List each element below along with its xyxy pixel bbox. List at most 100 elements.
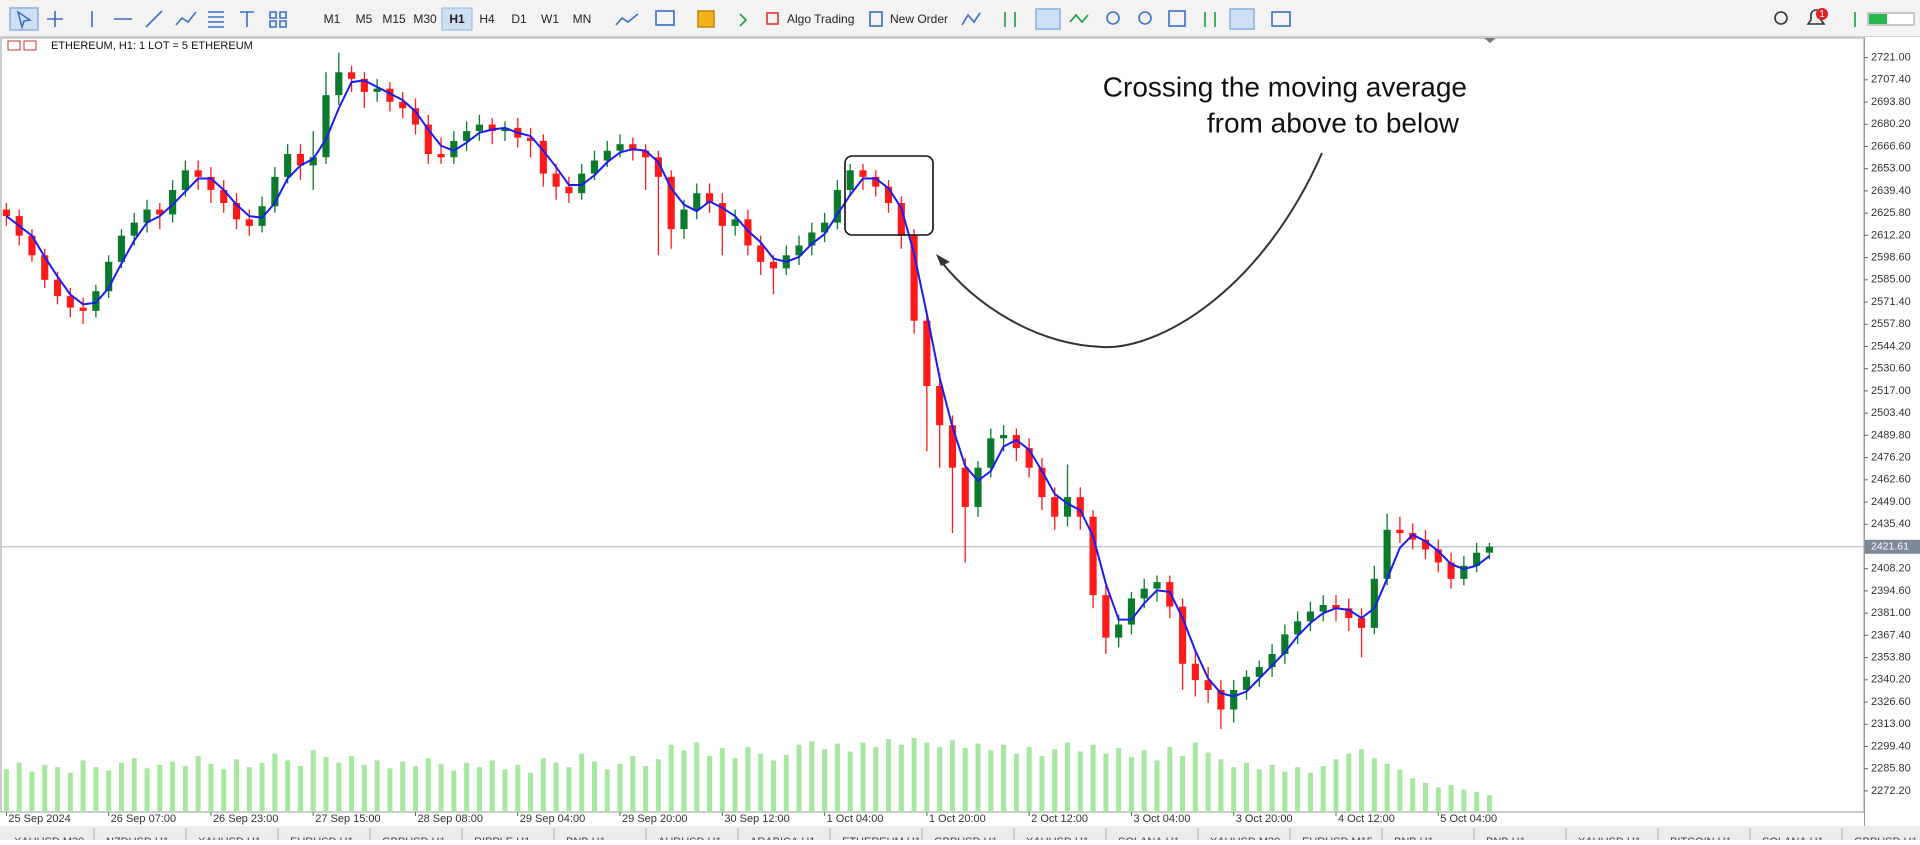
search[interactable] xyxy=(1774,11,1788,25)
template[interactable] xyxy=(655,10,675,26)
volume-bar xyxy=(1384,763,1390,812)
volume-bar xyxy=(962,748,968,812)
timeframe-button[interactable]: M30 xyxy=(413,12,437,26)
candle-body xyxy=(987,438,995,468)
zoom-out[interactable] xyxy=(1138,11,1152,25)
timeframe-button[interactable]: MN xyxy=(573,12,592,26)
y-tick-label: 2707.40 xyxy=(1871,74,1911,86)
signals[interactable] xyxy=(739,13,748,27)
trendline-tool[interactable] xyxy=(145,10,163,28)
shapes-tool[interactable] xyxy=(269,11,287,28)
candle-body xyxy=(539,140,547,174)
tab[interactable]: BITCOIN,H1 xyxy=(1670,836,1732,845)
candle-body xyxy=(309,157,317,166)
zoom-in[interactable] xyxy=(1106,11,1120,25)
candle-body xyxy=(526,137,535,141)
tab[interactable]: SOLANA,H1 xyxy=(1762,836,1824,845)
market[interactable] xyxy=(697,10,715,28)
bar-chart[interactable] xyxy=(1004,12,1016,27)
candle-body xyxy=(1255,667,1263,677)
candle-body xyxy=(910,235,918,321)
tab[interactable]: SOLANA,H1 xyxy=(1118,836,1180,845)
tab[interactable]: NZDUSD,H1 xyxy=(106,836,169,845)
tab[interactable]: BNB,H1 xyxy=(1486,836,1526,845)
tab[interactable]: ARABICA,H1 xyxy=(750,836,815,845)
y-tick-label: 2639.40 xyxy=(1871,185,1911,197)
tab[interactable]: GBPUSD,H1 xyxy=(934,836,998,845)
candle-body xyxy=(1370,578,1378,628)
volume-bar xyxy=(719,748,725,812)
screenshot[interactable] xyxy=(1271,11,1291,27)
chart-type[interactable] xyxy=(615,13,639,26)
tab[interactable]: XAUUSD,M30 xyxy=(1210,836,1280,845)
volume-bar xyxy=(1448,785,1454,812)
candle-body xyxy=(143,209,151,223)
timeframe-button[interactable]: H1 xyxy=(449,12,465,26)
candle-body xyxy=(130,222,138,236)
tab[interactable]: ETHEREUM,H1 xyxy=(842,836,921,845)
chart-icon xyxy=(7,40,21,51)
candle-body xyxy=(1191,663,1199,681)
volume-bar xyxy=(604,769,610,812)
chart-shift[interactable] xyxy=(1229,8,1255,30)
volume-bar xyxy=(834,743,840,812)
text-tool[interactable] xyxy=(240,11,254,27)
timeframe-button[interactable]: M1 xyxy=(324,12,341,26)
tile-windows[interactable] xyxy=(1168,10,1186,27)
y-tick-label: 2408.20 xyxy=(1871,563,1911,575)
timeframe-button[interactable]: D1 xyxy=(511,12,527,26)
tab[interactable]: XAUUSD,M30 xyxy=(14,836,84,845)
x-tick-label: 5 Oct 04:00 xyxy=(1440,813,1497,825)
fibo-tool[interactable] xyxy=(208,11,224,28)
volume-bar xyxy=(195,755,201,812)
volume-bar xyxy=(847,751,853,812)
candle-body xyxy=(1421,539,1430,550)
tab[interactable]: XAUUSD,H1 xyxy=(198,836,261,845)
candle-body xyxy=(769,261,778,269)
candle-body xyxy=(1485,546,1493,553)
tab[interactable]: BNB,H1 xyxy=(566,836,606,845)
tab[interactable]: GBPUSD,H1 xyxy=(1854,836,1918,845)
y-tick-label: 2272.20 xyxy=(1871,785,1911,797)
tab[interactable]: AUDUSD,H1 xyxy=(658,836,722,845)
candle-body xyxy=(450,140,458,158)
candle-body xyxy=(961,467,969,507)
candle-chart[interactable] xyxy=(1035,8,1061,30)
y-tick-label: 2557.80 xyxy=(1871,318,1911,330)
candle-body xyxy=(169,189,177,215)
y-tick-label: 2653.00 xyxy=(1871,163,1911,175)
tab[interactable]: GBPUSD,H1 xyxy=(382,836,446,845)
tab[interactable]: XAUUSD,H1 xyxy=(1026,836,1089,845)
volume-bar xyxy=(566,767,572,812)
indicators[interactable] xyxy=(961,12,981,26)
volume-bar xyxy=(1486,795,1492,812)
crosshair-tool[interactable] xyxy=(47,11,63,27)
timeframe-button[interactable]: M5 xyxy=(356,12,373,26)
autoscroll[interactable] xyxy=(1204,12,1216,27)
candle-body xyxy=(373,88,381,92)
candle-body xyxy=(271,176,279,207)
line-chart[interactable] xyxy=(1069,13,1089,24)
tab[interactable]: EURUSD,M15 xyxy=(1302,836,1373,845)
volume-bar xyxy=(336,762,342,812)
candle-body xyxy=(232,203,241,220)
new-order-button[interactable]: New Order xyxy=(890,12,948,26)
candle-body xyxy=(1230,689,1238,710)
volume-bar xyxy=(1154,760,1160,812)
cursor-tool[interactable] xyxy=(9,7,39,31)
timeframe-button[interactable]: M15 xyxy=(382,12,406,26)
volume-bar xyxy=(515,764,521,812)
tab[interactable]: XAUUSD,H1 xyxy=(1578,836,1641,845)
tab[interactable]: BNB,H1 xyxy=(1394,836,1434,845)
volume-bar xyxy=(898,744,904,812)
algo-trading-button[interactable]: Algo Trading xyxy=(787,12,854,26)
timeframe-button[interactable]: W1 xyxy=(541,12,559,26)
candle-body xyxy=(1140,588,1148,599)
x-tick-label: 4 Oct 12:00 xyxy=(1338,813,1395,825)
volume-bar xyxy=(1320,766,1326,812)
timeframe-button[interactable]: H4 xyxy=(479,12,495,26)
tab[interactable]: RIPPLE,H1 xyxy=(474,836,530,845)
y-tick-label: 2503.40 xyxy=(1871,407,1911,419)
channel-tool[interactable] xyxy=(175,11,197,26)
tab[interactable]: EURUSD,H1 xyxy=(290,836,354,845)
